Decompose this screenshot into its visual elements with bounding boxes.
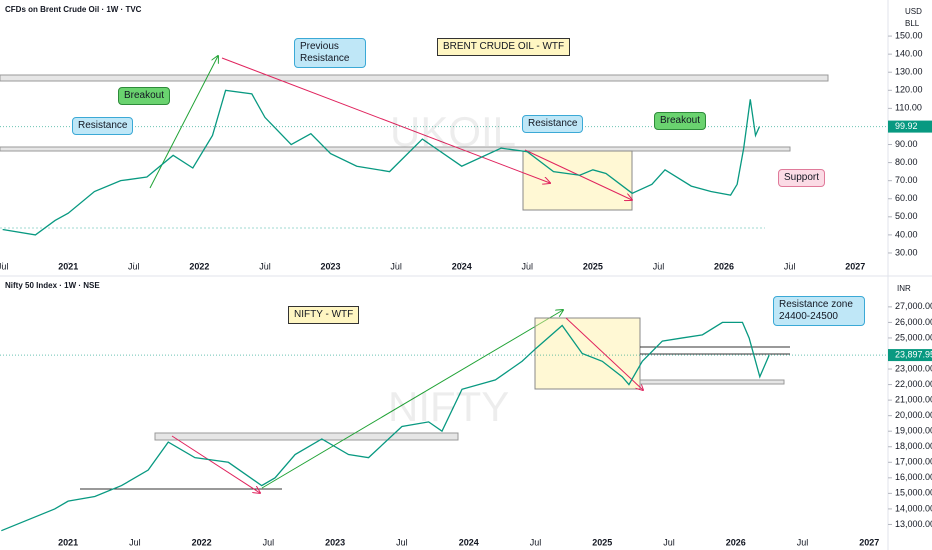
y-tick-label: 50.00 (895, 211, 918, 221)
trend-arrow (221, 57, 550, 183)
support-zone (0, 146, 791, 152)
last-price-box (888, 349, 932, 362)
annotation: Previous Resistance (294, 38, 366, 68)
x-tick-label: Jul (259, 261, 271, 271)
y-tick-label: 19,000.00 (895, 426, 932, 436)
y-tick-label: 60.00 (895, 193, 918, 203)
y-tick-label: 27,000.00 (895, 301, 932, 311)
y-tick-label: 23,000.00 (895, 363, 932, 373)
y-tick-label: 13,000.00 (895, 519, 932, 529)
y-tick-label: 14,000.00 (895, 503, 932, 513)
annotation: Resistance (72, 117, 134, 135)
currency-label: USD (905, 7, 922, 16)
x-tick-label: Jul (530, 537, 542, 547)
annotation: Support (778, 169, 826, 187)
y-tick-label: 80.00 (895, 157, 918, 167)
x-tick-label: Jul (396, 537, 408, 547)
y-tick-label: 40.00 (895, 229, 918, 239)
y-tick-label: 150.00 (895, 30, 923, 40)
x-tick-label: 2027 (859, 537, 879, 547)
x-tick-label: 2025 (583, 261, 603, 271)
y-tick-label: 22,000.00 (895, 379, 932, 389)
y-tick-label: 18,000.00 (895, 441, 932, 451)
x-tick-label: Jul (128, 261, 140, 271)
y-tick-label: 20,000.00 (895, 410, 932, 420)
annotation: Breakout (654, 112, 707, 130)
y-tick-label: 140.00 (895, 49, 923, 59)
y-tick-label: 21,000.00 (895, 394, 932, 404)
chart-title: Nifty 50 Index · 1W · NSE (5, 281, 100, 290)
x-tick-label: 2025 (592, 537, 612, 547)
x-tick-label: 2023 (325, 537, 345, 547)
watermark: UKOIL (390, 108, 517, 155)
resistance-zone (154, 432, 459, 441)
annotation: Breakout (118, 87, 171, 105)
unit-label: BLL (905, 19, 920, 28)
x-tick-label: Jul (797, 537, 809, 547)
last-price-label: 99.92 (895, 121, 918, 131)
y-tick-label: 120.00 (895, 85, 923, 95)
y-tick-label: 90.00 (895, 139, 918, 149)
x-tick-label: 2026 (714, 261, 734, 271)
x-tick-label: Jul (0, 261, 8, 271)
x-tick-label: 2021 (58, 261, 78, 271)
x-tick-label: 2023 (321, 261, 341, 271)
x-tick-label: Jul (390, 261, 402, 271)
y-tick-label: 16,000.00 (895, 472, 932, 482)
x-tick-label: Jul (263, 537, 275, 547)
x-tick-label: 2021 (58, 537, 78, 547)
y-tick-label: 15,000.00 (895, 488, 932, 498)
x-tick-label: 2024 (459, 537, 479, 547)
price-line (2, 89, 761, 236)
x-tick-label: 2027 (845, 261, 865, 271)
x-tick-label: 2022 (192, 537, 212, 547)
support-zone (639, 379, 785, 385)
currency-label: INR (897, 284, 911, 293)
annotation: Resistance (522, 115, 584, 133)
trend-arrow (261, 310, 563, 489)
x-tick-label: 2024 (452, 261, 472, 271)
range-box (522, 150, 633, 211)
x-tick-label: Jul (653, 261, 665, 271)
y-tick-label: 110.00 (895, 103, 922, 113)
x-tick-label: 2022 (189, 261, 209, 271)
annotation: NIFTY - WTF (288, 306, 360, 324)
resistance-zone (0, 74, 829, 82)
y-tick-label: 130.00 (895, 67, 923, 77)
x-tick-label: Jul (522, 261, 534, 271)
x-tick-label: Jul (129, 537, 141, 547)
trend-arrow (149, 56, 218, 189)
y-tick-label: 25,000.00 (895, 332, 932, 342)
x-tick-label: 2026 (726, 537, 746, 547)
x-tick-label: Jul (663, 537, 675, 547)
last-price-label: 23,897.95 (895, 349, 932, 359)
annotation: Resistance zone 24400-24500 (773, 296, 865, 326)
price-line (1, 321, 770, 532)
watermark: NIFTY (388, 383, 510, 430)
x-tick-label: Jul (784, 261, 796, 271)
y-tick-label: 30.00 (895, 247, 918, 257)
y-tick-label: 70.00 (895, 175, 918, 185)
trend-arrow (171, 435, 260, 493)
last-price-box (888, 120, 932, 133)
y-tick-label: 26,000.00 (895, 317, 932, 327)
y-tick-label: 17,000.00 (895, 457, 932, 467)
annotation: BRENT CRUDE OIL - WTF (437, 38, 571, 56)
chart-title: CFDs on Brent Crude Oil · 1W · TVC (5, 5, 142, 14)
trend-arrow (565, 317, 643, 390)
